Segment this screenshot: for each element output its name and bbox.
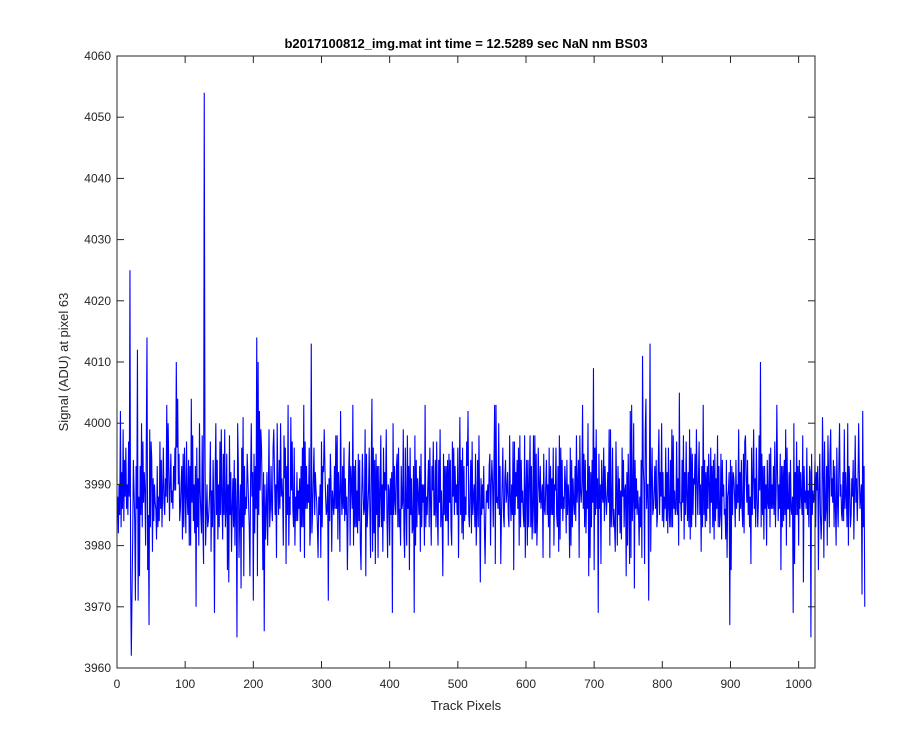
series-layer [117,92,866,656]
y-tick-label: 4010 [84,355,111,369]
x-tick-label: 300 [311,677,331,691]
x-tick-label: 1000 [785,677,812,691]
x-tick-label: 700 [584,677,604,691]
y-axis-label: Signal (ADU) at pixel 63 [56,293,71,432]
series-line-1 [117,92,866,656]
x-tick-label: 100 [175,677,195,691]
y-tick-label: 4040 [84,171,111,185]
x-tick-label: 0 [114,677,121,691]
y-ticks: 3960 3970 3980 3990 4000 4010 4020 4030 4040 4050… [84,49,815,675]
y-tick-label: 4000 [84,416,111,430]
y-tick-label: 4020 [84,294,111,308]
axes-background [117,56,815,668]
x-tick-label: 400 [380,677,400,691]
x-ticks: 0 100 200 300 400 500 600 700 800 900 1000 [114,56,812,691]
y-tick-label: 3990 [84,477,111,491]
y-tick-label: 3980 [84,539,111,553]
y-tick-label: 4050 [84,110,111,124]
x-tick-label: 800 [652,677,672,691]
x-tick-label: 600 [516,677,536,691]
chart-title: b2017100812_img.mat int time = 12.5289 s… [284,36,647,51]
y-tick-label: 3960 [84,661,111,675]
x-tick-label: 500 [448,677,468,691]
x-tick-label: 200 [243,677,263,691]
x-tick-label: 900 [720,677,740,691]
x-axis-label: Track Pixels [431,698,502,713]
y-tick-label: 4060 [84,49,111,63]
y-tick-label: 3970 [84,600,111,614]
y-tick-label: 4030 [84,233,111,247]
